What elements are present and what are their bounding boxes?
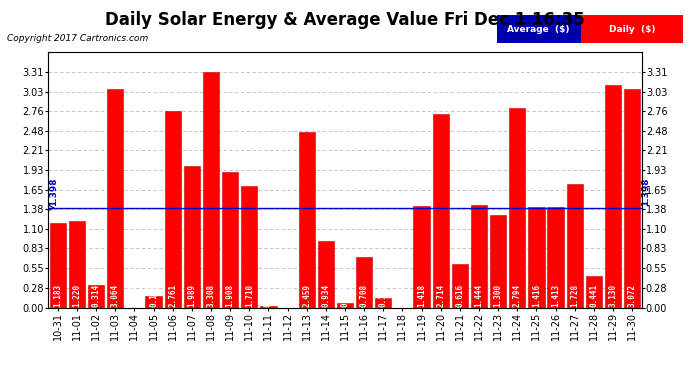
Text: 3.130: 3.130 <box>609 284 618 307</box>
Text: 0.708: 0.708 <box>359 284 368 307</box>
Text: Copyright 2017 Cartronics.com: Copyright 2017 Cartronics.com <box>7 34 148 43</box>
Bar <box>337 303 353 307</box>
Bar <box>299 132 315 308</box>
Bar <box>184 166 200 308</box>
Bar <box>146 296 161 307</box>
Text: 0.616: 0.616 <box>455 284 464 307</box>
Text: 0.000: 0.000 <box>283 284 292 307</box>
Text: 1.220: 1.220 <box>72 284 81 307</box>
Bar <box>260 306 277 308</box>
Text: 2.714: 2.714 <box>436 284 445 307</box>
Text: 1.908: 1.908 <box>226 284 235 307</box>
Bar <box>69 220 85 308</box>
Bar <box>586 276 602 308</box>
Text: 0.068: 0.068 <box>340 284 350 307</box>
Bar <box>165 111 181 308</box>
Text: 2.794: 2.794 <box>513 284 522 307</box>
Bar <box>356 257 373 307</box>
Bar <box>50 223 66 308</box>
Text: 1.989: 1.989 <box>188 284 197 307</box>
Text: 1.183: 1.183 <box>53 284 62 307</box>
Text: 1.413: 1.413 <box>551 284 560 307</box>
Bar <box>241 186 257 308</box>
Text: 2.459: 2.459 <box>302 284 311 307</box>
Text: 3.308: 3.308 <box>206 284 215 307</box>
Bar <box>413 207 430 308</box>
Text: Average  ($): Average ($) <box>507 25 570 34</box>
Bar <box>375 298 391 307</box>
Text: 2.761: 2.761 <box>168 284 177 307</box>
Bar <box>547 207 564 308</box>
Text: 0.000: 0.000 <box>398 284 407 307</box>
Bar <box>203 72 219 308</box>
Bar <box>452 264 468 308</box>
Text: 3.064: 3.064 <box>111 284 120 307</box>
Text: 1.300: 1.300 <box>493 284 502 307</box>
Text: 0.017: 0.017 <box>264 284 273 307</box>
Bar <box>471 205 487 308</box>
Bar <box>566 184 583 308</box>
Text: 1.728: 1.728 <box>570 284 579 307</box>
Bar <box>509 108 525 307</box>
Text: 0.934: 0.934 <box>322 284 331 307</box>
Text: Daily Solar Energy & Average Value Fri Dec 1 16:35: Daily Solar Energy & Average Value Fri D… <box>105 11 585 29</box>
Text: 1.398: 1.398 <box>49 178 58 207</box>
Text: 0.137: 0.137 <box>379 284 388 307</box>
Bar <box>88 285 104 308</box>
Text: 1.416: 1.416 <box>532 284 541 307</box>
Bar <box>317 241 334 308</box>
FancyBboxPatch shape <box>581 15 683 43</box>
Text: 0.000: 0.000 <box>130 284 139 307</box>
FancyBboxPatch shape <box>497 15 581 43</box>
Text: 1.398: 1.398 <box>641 178 650 207</box>
Text: 0.165: 0.165 <box>149 284 158 307</box>
Bar <box>624 88 640 308</box>
Bar <box>222 172 238 308</box>
Bar <box>107 89 124 308</box>
Text: 1.418: 1.418 <box>417 284 426 307</box>
Text: 1.444: 1.444 <box>475 284 484 307</box>
Text: 0.441: 0.441 <box>589 284 598 307</box>
Bar <box>433 114 449 308</box>
Bar <box>490 215 506 308</box>
Text: 3.072: 3.072 <box>628 284 637 307</box>
Text: Daily  ($): Daily ($) <box>609 25 655 34</box>
Text: 1.710: 1.710 <box>245 284 254 307</box>
Bar <box>605 84 621 308</box>
Text: 0.314: 0.314 <box>92 284 101 307</box>
Bar <box>529 207 544 308</box>
